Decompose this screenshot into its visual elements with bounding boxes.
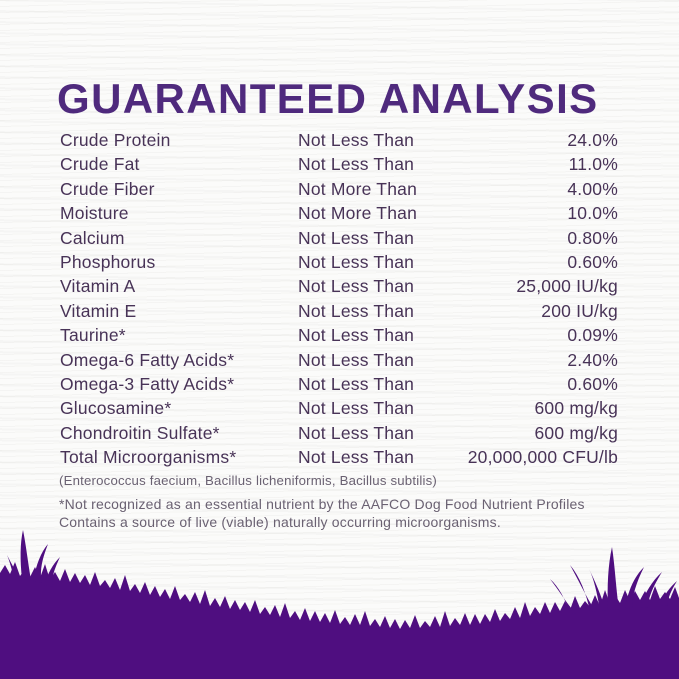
nutrient-qualifier: Not Less Than bbox=[298, 422, 415, 443]
table-row: Vitamin E Not Less Than 200 IU/kg bbox=[60, 299, 618, 323]
footnote-line-2: Contains a source of live (viable) natur… bbox=[59, 513, 501, 530]
nutrient-value: 4.00% bbox=[567, 178, 618, 199]
nutrient-qualifier: Not Less Than bbox=[298, 276, 415, 297]
nutrient-value: 600 mg/kg bbox=[534, 398, 618, 419]
table-row: Phosphorus Not Less Than 0.60% bbox=[60, 250, 618, 274]
nutrient-value: 0.60% bbox=[567, 251, 618, 272]
table-row: Crude Fiber Not More Than 4.00% bbox=[60, 177, 618, 201]
nutrient-name: Crude Fat bbox=[60, 154, 140, 175]
nutrient-qualifier: Not Less Than bbox=[298, 130, 415, 150]
table-row: Crude Fat Not Less Than 11.0% bbox=[60, 152, 618, 176]
aafco-footnote: *Not recognized as an essential nutrient… bbox=[59, 496, 619, 531]
nutrient-name: Phosphorus bbox=[60, 251, 156, 272]
nutrient-name: Omega-6 Fatty Acids* bbox=[60, 349, 235, 370]
nutrient-value: 11.0% bbox=[568, 154, 618, 175]
nutrient-qualifier: Not Less Than bbox=[298, 251, 415, 272]
nutrient-name: Vitamin A bbox=[60, 276, 136, 297]
table-row: Omega-3 Fatty Acids* Not Less Than 0.60% bbox=[60, 372, 618, 396]
footnote-line-1: *Not recognized as an essential nutrient… bbox=[59, 496, 585, 512]
nutrient-name: Calcium bbox=[60, 227, 125, 248]
nutrient-qualifier: Not Less Than bbox=[298, 447, 415, 468]
nutrient-name: Glucosamine* bbox=[60, 398, 172, 419]
microorganism-species-note: (Enterococcus faecium, Bacillus lichenif… bbox=[59, 473, 437, 488]
nutrient-value: 0.60% bbox=[567, 373, 618, 394]
nutrient-qualifier: Not Less Than bbox=[298, 349, 415, 370]
nutrient-qualifier: Not Less Than bbox=[298, 325, 415, 346]
nutrient-name: Taurine* bbox=[60, 325, 126, 346]
nutrient-name: Crude Protein bbox=[60, 130, 171, 150]
nutrient-qualifier: Not Less Than bbox=[298, 398, 415, 419]
nutrient-value: 25,000 IU/kg bbox=[516, 276, 618, 297]
analysis-table: Crude Protein Not Less Than 24.0% Crude … bbox=[60, 128, 618, 469]
nutrient-name: Chondroitin Sulfate* bbox=[60, 422, 220, 443]
nutrient-value: 20,000,000 CFU/lb bbox=[467, 447, 618, 468]
table-row: Omega-6 Fatty Acids* Not Less Than 2.40% bbox=[60, 348, 618, 372]
nutrient-value: 2.40% bbox=[567, 349, 618, 370]
nutrient-name: Vitamin E bbox=[60, 300, 137, 321]
nutrient-value: 600 mg/kg bbox=[534, 422, 618, 443]
nutrient-value: 0.80% bbox=[567, 227, 618, 248]
nutrient-qualifier: Not More Than bbox=[298, 178, 417, 199]
table-row: Total Microorganisms* Not Less Than 20,0… bbox=[60, 445, 618, 469]
nutrient-value: 200 IU/kg bbox=[541, 300, 618, 321]
nutrient-value: 24.0% bbox=[567, 130, 618, 150]
page-title: GUARANTEED ANALYSIS bbox=[57, 75, 599, 123]
nutrient-qualifier: Not Less Than bbox=[298, 373, 415, 394]
nutrient-qualifier: Not Less Than bbox=[298, 300, 415, 321]
table-row: Chondroitin Sulfate* Not Less Than 600 m… bbox=[60, 421, 618, 445]
nutrient-name: Omega-3 Fatty Acids* bbox=[60, 373, 235, 394]
nutrient-qualifier: Not Less Than bbox=[298, 227, 415, 248]
nutrient-qualifier: Not Less Than bbox=[298, 154, 415, 175]
nutrient-name: Moisture bbox=[60, 203, 129, 224]
nutrient-value: 0.09% bbox=[567, 325, 618, 346]
table-row: Vitamin A Not Less Than 25,000 IU/kg bbox=[60, 274, 618, 298]
table-row: Glucosamine* Not Less Than 600 mg/kg bbox=[60, 396, 618, 420]
table-row: Taurine* Not Less Than 0.09% bbox=[60, 323, 618, 347]
nutrient-name: Crude Fiber bbox=[60, 178, 155, 199]
table-row: Moisture Not More Than 10.0% bbox=[60, 201, 618, 225]
table-row: Crude Protein Not Less Than 24.0% bbox=[60, 128, 618, 152]
table-row: Calcium Not Less Than 0.80% bbox=[60, 226, 618, 250]
nutrient-qualifier: Not More Than bbox=[298, 203, 417, 224]
grass-silhouette bbox=[0, 530, 679, 679]
nutrient-name: Total Microorganisms* bbox=[60, 447, 237, 468]
nutrient-value: 10.0% bbox=[567, 203, 618, 224]
